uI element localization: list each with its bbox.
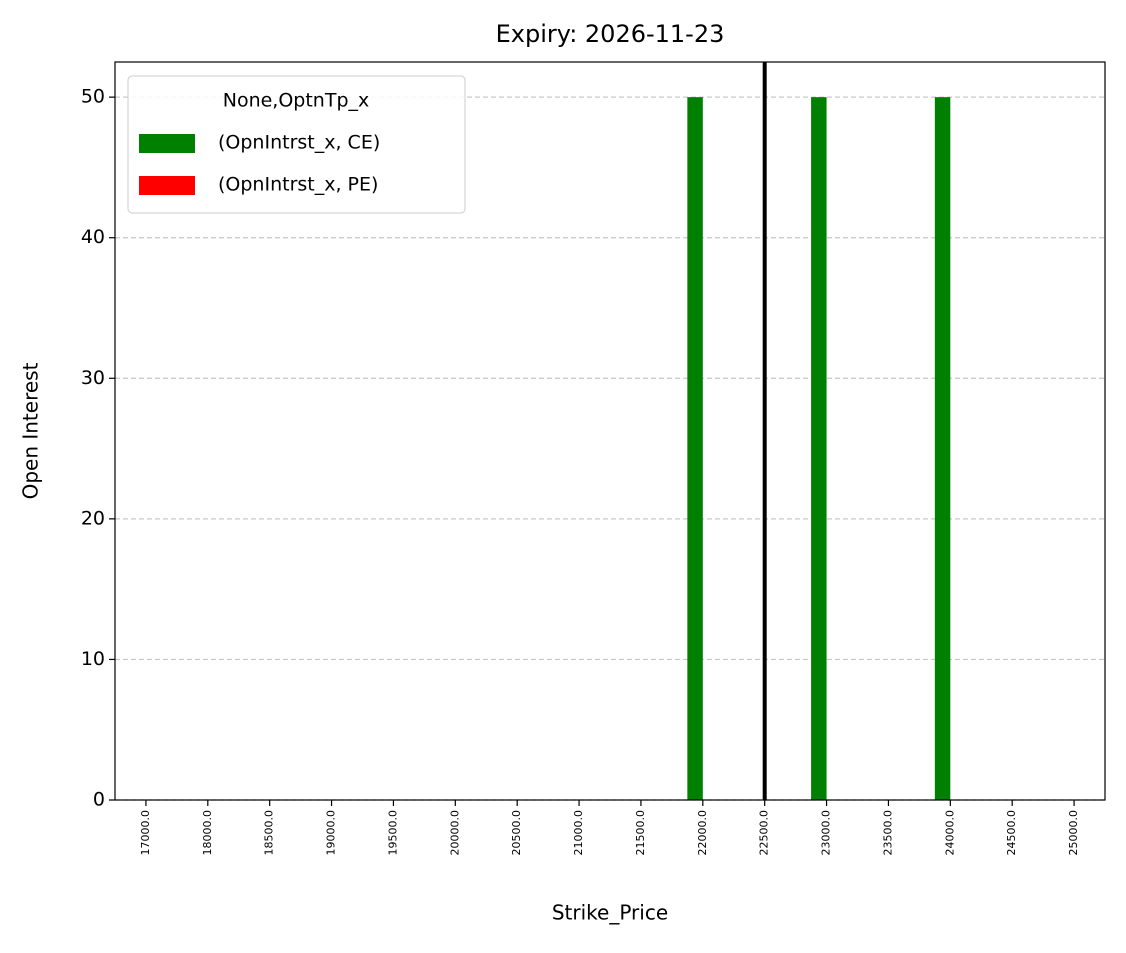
x-tick-label: 20500.0 [510,810,523,856]
x-tick-label: 19500.0 [386,810,399,856]
legend-swatch [139,176,195,195]
x-tick-label: 21000.0 [572,810,585,856]
y-tick-label: 50 [81,86,105,108]
x-tick-label: 18500.0 [263,810,276,856]
y-tick-label: 40 [81,226,105,248]
x-axis-label: Strike_Price [552,901,668,925]
bar [934,97,951,800]
legend-title: None,OptnTp_x [223,90,370,112]
y-tick-label: 10 [81,648,105,670]
legend-swatch [139,134,195,153]
x-tick-label: 20000.0 [448,810,461,856]
x-tick-label: 23500.0 [881,810,894,856]
x-tick-label: 22500.0 [758,810,771,856]
x-tick-label: 21500.0 [634,810,647,856]
plot-frame [114,61,1106,801]
y-tick-label: 30 [81,367,105,389]
bar [687,97,703,800]
legend-box [127,75,466,214]
x-tick-label: 17000.0 [139,810,152,856]
x-tick-label: 24000.0 [943,810,956,856]
bar [811,97,827,800]
legend-label: (OpnIntrst_x, CE) [218,132,380,154]
y-tick-label: 20 [81,507,105,529]
x-tick-label: 18000.0 [201,810,214,856]
legend: None,OptnTp_x (OpnIntrst_x, CE) (OpnIntrst… [127,75,466,214]
x-tick-label: 22000.0 [696,810,709,856]
y-axis-label: Open Interest [19,362,43,499]
x-tick-label: 25000.0 [1067,810,1080,856]
y-tick-label: 0 [93,789,105,811]
x-tick-label: 24500.0 [1005,810,1018,856]
chart-title: Expiry: 2026-11-23 [496,20,725,48]
x-tick-label: 23000.0 [820,810,833,856]
legend-label: (OpnIntrst_x, PE) [218,174,378,196]
x-tick-label: 19000.0 [325,810,338,856]
